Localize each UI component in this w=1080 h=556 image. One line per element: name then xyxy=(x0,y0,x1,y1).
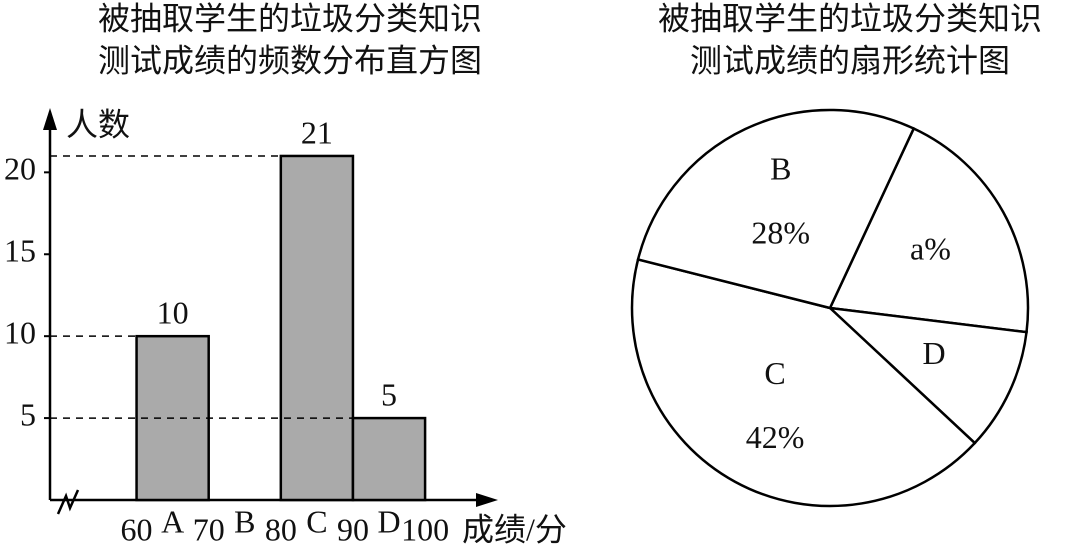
slice-label: B xyxy=(770,151,791,187)
chart-title: 被抽取学生的垃圾分类知识 xyxy=(98,0,482,36)
value-label: 5 xyxy=(381,376,397,412)
x-tick-label: 90 xyxy=(337,511,369,547)
slice-label: D xyxy=(923,335,946,371)
y-tick-label: 5 xyxy=(20,396,36,432)
category-label: C xyxy=(306,503,327,539)
y-tick-label: 20 xyxy=(4,151,36,187)
pie-slice xyxy=(826,306,1028,445)
value-label: 42% xyxy=(746,419,805,455)
x-axis-label: 成绩/分 xyxy=(462,511,567,547)
y-axis-arrow xyxy=(43,108,57,130)
value-label: 10 xyxy=(157,295,189,331)
chart-title: 测试成绩的扇形统计图 xyxy=(690,42,1010,78)
bar xyxy=(351,416,427,502)
category-label: B xyxy=(234,503,255,539)
pie-slice xyxy=(636,108,916,310)
slice-label: C xyxy=(764,355,785,391)
category-label: A xyxy=(161,503,184,539)
x-tick-label: 70 xyxy=(193,511,225,547)
value-label: 21 xyxy=(301,114,333,150)
chart-title: 测试成绩的频数分布直方图 xyxy=(98,42,482,78)
value-label: 28% xyxy=(751,215,810,251)
y-tick-label: 15 xyxy=(4,233,36,269)
pie-slice xyxy=(828,126,1030,334)
bar xyxy=(279,154,355,502)
pie-slice xyxy=(630,257,977,508)
x-tick-label: 60 xyxy=(121,511,153,547)
chart-title: 被抽取学生的垃圾分类知识 xyxy=(658,0,1042,36)
x-tick-label: 100 xyxy=(401,511,449,547)
value-label: a% xyxy=(910,231,951,267)
x-axis-arrow xyxy=(476,493,498,507)
x-tick-label: 80 xyxy=(265,511,297,547)
y-tick-label: 10 xyxy=(4,315,36,351)
axis-break xyxy=(56,489,80,515)
category-label: D xyxy=(377,503,400,539)
y-axis-label: 人数 xyxy=(66,106,130,142)
